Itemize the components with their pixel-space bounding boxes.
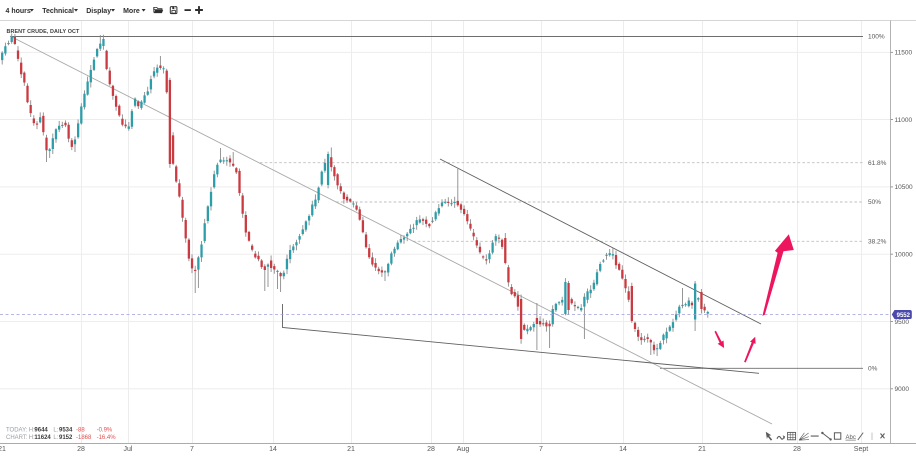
svg-text:TODAY:: TODAY: — [6, 428, 28, 434]
svg-text:21: 21 — [347, 446, 355, 453]
svg-text:-1868: -1868 — [76, 435, 92, 441]
svg-text:9152: 9152 — [59, 435, 73, 441]
svg-text:21: 21 — [0, 446, 6, 453]
svg-text:More: More — [123, 8, 140, 15]
svg-text:9000: 9000 — [895, 386, 910, 393]
svg-text:CHART:: CHART: — [6, 435, 28, 441]
svg-text:7: 7 — [539, 446, 543, 453]
svg-text:11000: 11000 — [895, 117, 913, 124]
svg-text:Aug: Aug — [457, 446, 470, 453]
svg-text:Technical: Technical — [42, 8, 74, 15]
svg-text:-0.9%: -0.9% — [97, 428, 113, 434]
svg-text:L:: L: — [53, 428, 58, 434]
svg-text:10000: 10000 — [895, 252, 913, 259]
svg-text:Jul: Jul — [124, 446, 133, 453]
svg-text:Sept: Sept — [854, 446, 868, 453]
svg-text:61.8%: 61.8% — [868, 160, 887, 167]
svg-text:-88: -88 — [76, 428, 85, 434]
svg-text:50%: 50% — [868, 199, 881, 206]
svg-text:10500: 10500 — [895, 184, 913, 191]
svg-text:H:: H: — [29, 428, 35, 434]
svg-text:28: 28 — [793, 446, 801, 453]
svg-text:L:: L: — [53, 435, 58, 441]
svg-text:BRENT CRUDE, DAILY OCT: BRENT CRUDE, DAILY OCT — [7, 29, 80, 35]
svg-text:28: 28 — [427, 446, 435, 453]
svg-text:9534: 9534 — [59, 428, 73, 434]
svg-text:38.2%: 38.2% — [868, 239, 887, 246]
svg-text:11624: 11624 — [34, 435, 51, 441]
svg-text:100%: 100% — [868, 34, 885, 41]
svg-text:Display: Display — [86, 8, 111, 15]
svg-text:9552: 9552 — [897, 313, 911, 319]
svg-text:14: 14 — [269, 446, 277, 453]
svg-text:0%: 0% — [868, 366, 878, 373]
svg-text:28: 28 — [77, 446, 85, 453]
svg-text:H:: H: — [29, 435, 35, 441]
svg-text:9644: 9644 — [34, 428, 48, 434]
svg-text:7: 7 — [190, 446, 194, 453]
svg-text:21: 21 — [698, 446, 706, 453]
svg-text:Abc: Abc — [846, 435, 856, 441]
svg-text:11500: 11500 — [895, 50, 913, 57]
svg-text:14: 14 — [619, 446, 627, 453]
svg-text:4 hours: 4 hours — [6, 8, 31, 15]
svg-text:-16.4%: -16.4% — [97, 435, 117, 441]
svg-text:9500: 9500 — [895, 319, 910, 326]
